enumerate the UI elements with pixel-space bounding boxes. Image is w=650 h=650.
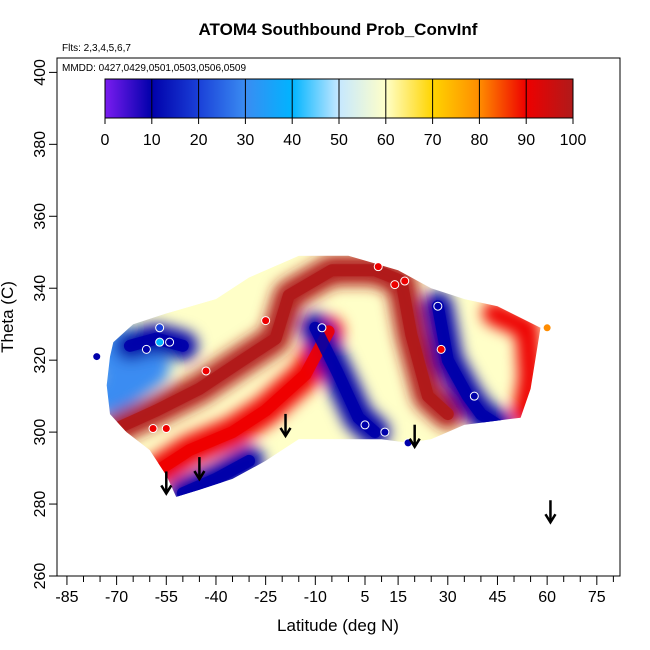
chart-title: ATOM4 Southbound Prob_ConvInf [199,20,478,39]
y-tick-label: 360 [32,203,49,230]
flight-arrow [408,424,421,450]
data-point [400,276,410,286]
flight-arrow [193,457,206,482]
mmdd-annotation: MMDD: 0427,0429,0501,0503,0506,0509 [62,63,246,74]
y-tick-label: 300 [32,419,49,446]
colorbar-ticks: 0 10 20 30 40 50 60 70 80 90 100 [101,79,587,149]
edge-high [482,301,541,427]
y-axis: 260 280 300 320 340 360 380 400 [32,59,57,589]
flight-arrow [279,413,292,439]
x-tick-label: -70 [105,589,128,606]
data-point [261,316,271,326]
plot-frame [56,57,621,577]
data-point [155,337,165,347]
low-ridge-core [431,300,504,431]
colorbar-tick-label: 0 [101,132,110,149]
colorbar-tick-label: 30 [237,132,255,149]
colorbar-tick-label: 70 [424,132,442,149]
data-point [161,424,171,434]
data-point [360,420,370,430]
colorbar-tick-label: 100 [560,132,587,149]
y-axis-label: Theta (C) [0,281,17,353]
x-tick-label: -40 [204,589,227,606]
data-point [155,323,165,333]
flight-arrows [160,413,557,525]
colorbar-tick-label: 40 [283,132,301,149]
x-tick-label: -10 [304,589,327,606]
x-tick-label: -85 [55,589,78,606]
flight-arrow [544,500,557,525]
y-tick-label: 280 [32,491,49,518]
colorbar-tick-label: 10 [143,132,161,149]
data-point [436,344,446,354]
flights-annotation: Flts: 2,3,4,5,6,7 [62,43,131,54]
observation-points [92,262,552,448]
data-point [141,344,151,354]
x-tick-label: 75 [588,589,606,606]
y-tick-label: 320 [32,347,49,374]
data-point [201,366,211,376]
y-tick-label: 340 [32,275,49,302]
x-axis: -85 -70 -55 -40 -25 -10 5 15 30 45 60 75 [55,576,614,606]
high-ridge-core [110,264,454,435]
low-ridge-core [176,454,256,497]
flight-arrow [160,471,173,496]
data-point [92,352,102,362]
x-tick-label: 15 [389,589,407,606]
probability-field [106,255,541,497]
high-ridge-core [150,325,335,478]
x-tick-label: 30 [439,589,457,606]
data-point [317,323,327,333]
x-tick-label: 5 [361,589,370,606]
colorbar-tick-label: 80 [471,132,489,149]
colorbar-tick-label: 20 [190,132,208,149]
data-point [165,337,175,347]
x-axis-label: Latitude (deg N) [277,616,399,635]
x-tick-label: 60 [538,589,556,606]
x-tick-label: 45 [489,589,507,606]
data-point [148,424,158,434]
data-point [380,427,390,437]
y-tick-label: 260 [32,563,49,590]
colorbar-tick-label: 90 [517,132,535,149]
low-ridge-core [123,332,189,352]
y-tick-label: 400 [32,59,49,86]
colorbar-tick-label: 50 [330,132,348,149]
data-point [469,391,479,401]
data-point [433,301,443,311]
data-point [373,262,383,272]
data-point [390,280,400,290]
x-tick-label: -25 [254,589,277,606]
y-tick-label: 380 [32,131,49,158]
x-tick-label: -55 [155,589,178,606]
colorbar-tick-label: 60 [377,132,395,149]
data-point [542,323,552,333]
